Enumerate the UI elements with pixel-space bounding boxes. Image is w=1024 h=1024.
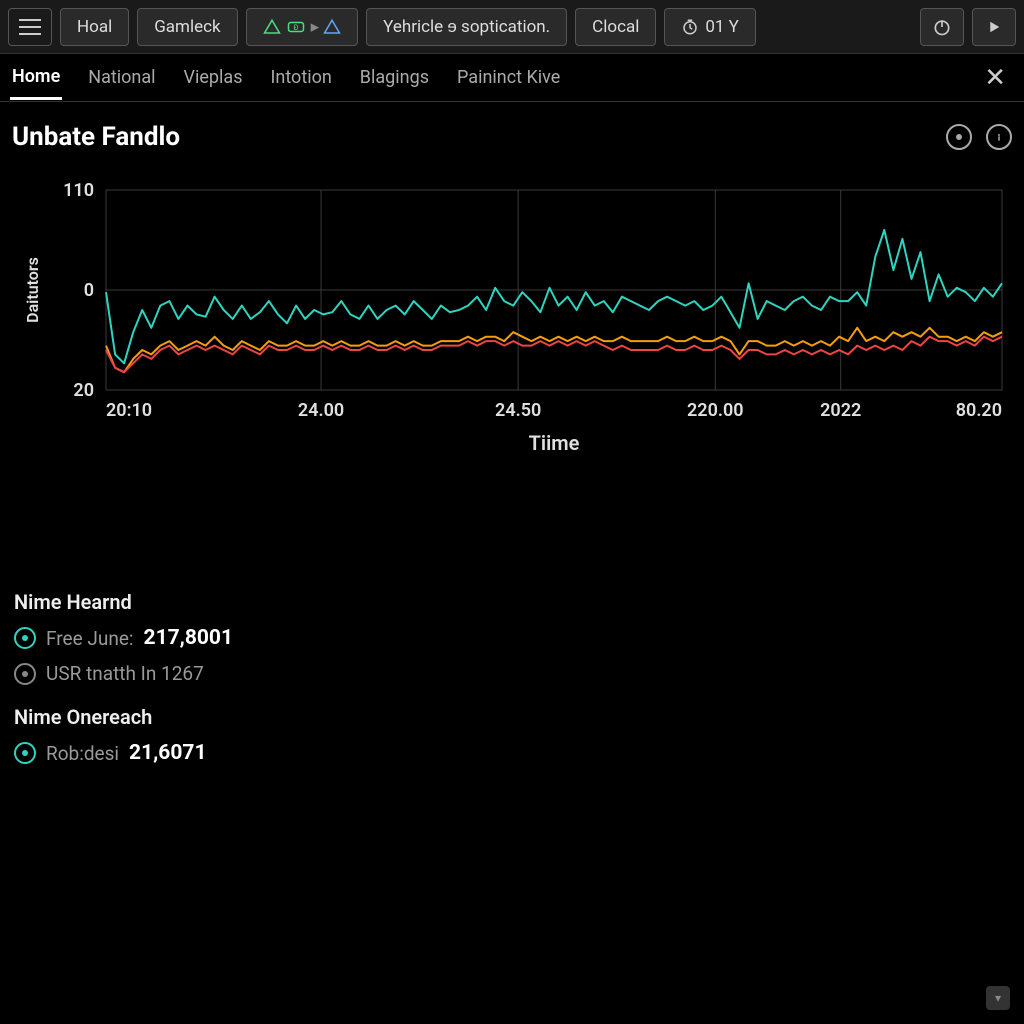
tab-national[interactable]: National <box>86 57 157 98</box>
svg-text:20:10: 20:10 <box>106 400 152 421</box>
chevron-right-icon: ▸ <box>311 17 320 37</box>
title-bar: Unbate Fandlo <box>0 102 1024 160</box>
toolbar-icon-group: Ð ▸ <box>263 17 342 37</box>
svg-text:24.00: 24.00 <box>298 400 344 421</box>
svg-text:110: 110 <box>63 180 94 201</box>
stat-label: USR tnatth In 1267 <box>46 662 204 685</box>
toolbar-icons-button[interactable]: Ð ▸ <box>246 8 359 46</box>
stats-heading: Nime Hearnd <box>14 590 1010 614</box>
toolbar-button-label: Yehricle ɘ soptication. <box>383 17 550 37</box>
toolbar-button-label: Clocal <box>592 17 639 37</box>
toolbar-yehricle-button[interactable]: Yehricle ɘ soptication. <box>366 8 567 46</box>
triangle-warning-icon <box>263 18 281 36</box>
svg-text:Tiime: Tiime <box>529 431 580 455</box>
svg-text:20: 20 <box>73 380 94 401</box>
play-button[interactable] <box>972 8 1016 46</box>
chevron-down-icon: ▾ <box>995 991 1001 1005</box>
stats-panel: Nime Hearnd Free June: 217,8001 USR tnatth … <box>0 540 1024 787</box>
close-button[interactable]: ✕ <box>976 59 1014 97</box>
timeseries-chart: 20:10 24.00 24.50 220.00 2022 80.20 110 0 20 Dait… <box>10 160 1014 540</box>
svg-text:24.50: 24.50 <box>495 400 541 421</box>
power-button[interactable] <box>920 8 964 46</box>
svg-text:80.20: 80.20 <box>956 400 1002 421</box>
chart-container: 20:10 24.00 24.50 220.00 2022 80.20 110 0 20 Dait… <box>0 160 1024 540</box>
menu-button[interactable] <box>8 8 52 46</box>
stat-row: Free June: 217,8001 <box>14 626 1010 650</box>
stat-label: Free June: <box>46 627 134 650</box>
badge-icon: Ð <box>285 18 307 36</box>
stat-value: 217,8001 <box>144 626 234 650</box>
power-icon <box>932 17 952 37</box>
toolbar-button-label: Hoal <box>77 17 112 37</box>
info-button[interactable] <box>986 124 1012 150</box>
clock-icon <box>681 18 699 36</box>
collapse-button[interactable]: ▾ <box>986 986 1010 1010</box>
toolbar-button-label: 01 Y <box>705 17 739 37</box>
triangle-alert-icon <box>323 18 341 36</box>
stats-heading: Nime Onereach <box>14 705 1010 729</box>
info-icon <box>993 131 1005 143</box>
stat-icon <box>14 742 36 764</box>
tab-home[interactable]: Home <box>10 56 62 100</box>
tab-bar: Home National Vieplas Intotion Blagings Paini… <box>0 54 1024 102</box>
play-icon <box>985 18 1003 36</box>
svg-text:220.00: 220.00 <box>687 400 744 421</box>
tab-vieplas[interactable]: Vieplas <box>182 57 245 98</box>
tab-intotion[interactable]: Intotion <box>269 57 334 98</box>
toolbar-gamleck-button[interactable]: Gamleck <box>137 8 237 46</box>
toolbar-hoal-button[interactable]: Hoal <box>60 8 129 46</box>
tab-blagings[interactable]: Blagings <box>358 57 431 98</box>
stat-value: 21,6071 <box>129 741 206 765</box>
svg-text:Ð: Ð <box>293 23 298 32</box>
tab-paininct-kive[interactable]: Paininct Kive <box>455 57 562 98</box>
svg-text:Daitutors: Daitutors <box>23 257 42 323</box>
stat-icon <box>14 663 36 685</box>
page-title: Unbate Fandlo <box>12 122 180 152</box>
svg-text:2022: 2022 <box>820 400 861 421</box>
stat-label: Rob:desi <box>46 742 119 765</box>
stat-icon <box>14 627 36 649</box>
toolbar-timer-button[interactable]: 01 Y <box>664 8 756 46</box>
target-button[interactable] <box>946 124 972 150</box>
toolbar-clocal-button[interactable]: Clocal <box>575 8 656 46</box>
toolbar-button-label: Gamleck <box>154 17 220 37</box>
stat-row: USR tnatth In 1267 <box>14 662 1010 685</box>
stat-row: Rob:desi 21,6071 <box>14 741 1010 765</box>
svg-text:0: 0 <box>84 280 94 301</box>
top-toolbar: Hoal Gamleck Ð ▸ Yehricle ɘ soptication.… <box>0 0 1024 54</box>
